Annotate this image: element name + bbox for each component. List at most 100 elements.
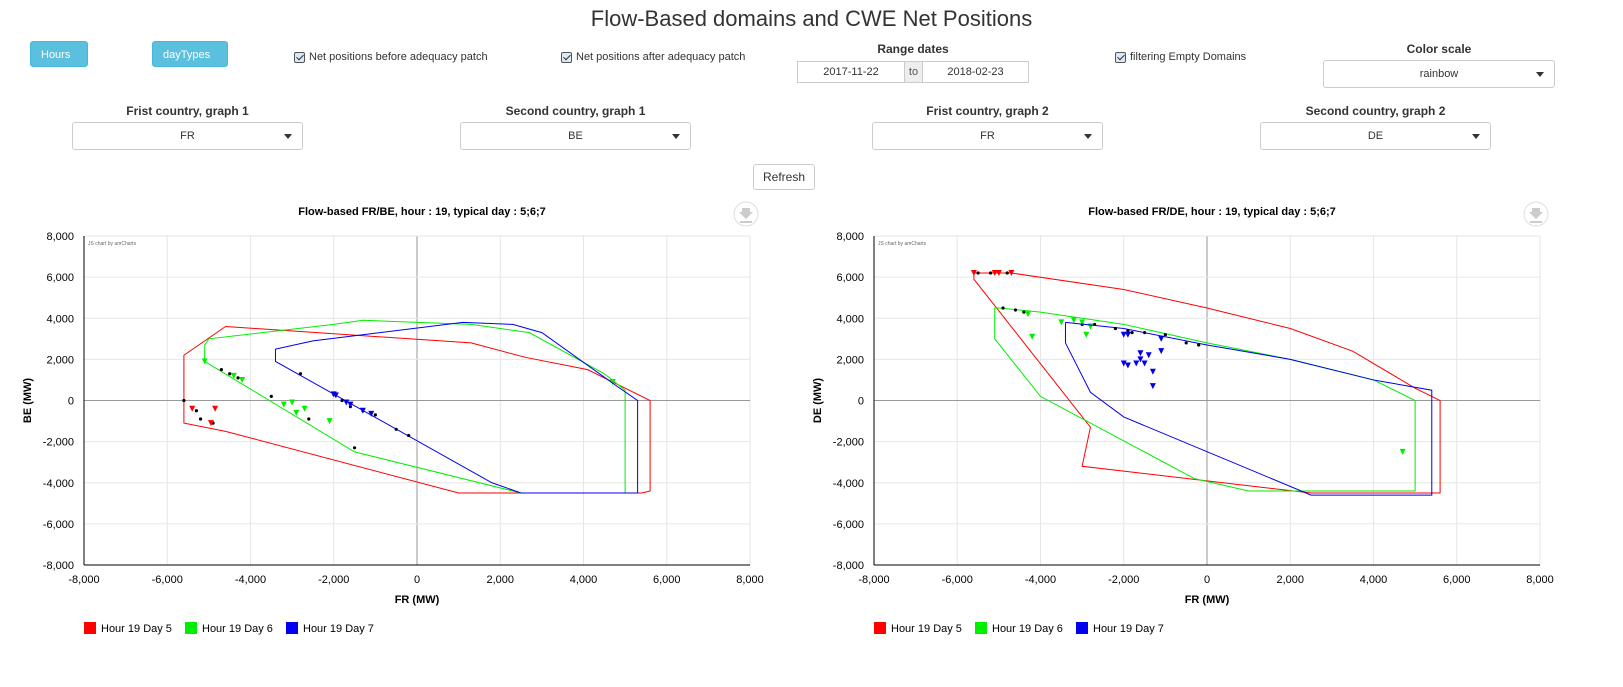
hours-button-label: Hours <box>41 49 71 61</box>
country2-graph1-label: Second country, graph 1 <box>505 104 646 118</box>
y-tick-label: 8,000 <box>46 231 74 243</box>
data-point <box>1022 310 1026 314</box>
legend-item[interactable]: Hour 19 Day 6 <box>975 622 1063 635</box>
data-point <box>307 417 311 421</box>
y-tick-label: -6,000 <box>833 519 864 531</box>
y-tick-label: -4,000 <box>833 478 864 490</box>
chevron-down-icon <box>44 79 50 84</box>
net-position-marker <box>293 409 300 416</box>
net-position-marker <box>280 401 287 408</box>
net-position-marker <box>332 392 339 399</box>
hours-dropdown-button[interactable]: Hours <box>30 41 88 84</box>
net-before-checkbox[interactable]: Net positions before adequacy patch <box>294 51 488 63</box>
data-point <box>373 413 377 417</box>
filter-empty-label: filtering Empty Domains <box>1130 51 1247 63</box>
data-point <box>182 398 186 403</box>
net-position-marker <box>1120 360 1127 367</box>
date-separator: to <box>905 61 922 83</box>
legend-item[interactable]: Hour 19 Day 7 <box>286 622 374 635</box>
daytypes-button-label: dayTypes <box>163 49 211 61</box>
country1-graph2-select[interactable]: FR <box>872 122 1103 150</box>
net-position-marker <box>343 399 350 406</box>
country2-graph2-select[interactable]: DE <box>1260 122 1491 150</box>
chevron-down-icon <box>1536 72 1544 77</box>
color-scale-select[interactable]: rainbow <box>1323 60 1555 88</box>
data-point <box>1001 306 1005 310</box>
net-position-marker <box>995 270 1002 277</box>
net-position-marker <box>609 378 616 385</box>
x-tick-label: 6,000 <box>653 574 681 586</box>
net-position-marker <box>301 405 308 412</box>
net-position-marker <box>359 407 366 414</box>
net-after-label: Net positions after adequacy patch <box>576 51 746 63</box>
chart-title: Flow-based FR/DE, hour : 19, typical day… <box>1088 206 1336 218</box>
net-position-marker <box>1124 362 1131 369</box>
checkbox-checked-icon[interactable] <box>561 51 572 63</box>
legend-item[interactable]: Hour 19 Day 5 <box>84 622 172 635</box>
x-tick-label: 0 <box>1204 574 1210 586</box>
chevron-down-icon <box>1084 134 1092 139</box>
net-position-marker <box>1070 317 1077 324</box>
legend-item[interactable]: Hour 19 Day 5 <box>874 622 962 635</box>
net-position-marker <box>201 358 208 365</box>
country1-graph2-value: FR <box>980 130 995 142</box>
checkbox-checked-icon[interactable] <box>1115 51 1126 63</box>
net-position-marker <box>1399 448 1406 455</box>
domain-line-6 <box>994 307 1416 492</box>
x-tick-label: -8,000 <box>858 574 889 586</box>
data-point <box>407 433 411 438</box>
x-tick-label: 6,000 <box>1443 574 1471 586</box>
net-position-marker <box>239 376 246 383</box>
net-after-checkbox[interactable]: Net positions after adequacy patch <box>561 51 745 63</box>
y-tick-label: 4,000 <box>836 313 864 325</box>
y-tick-label: -2,000 <box>833 437 864 449</box>
net-position-marker <box>368 410 375 417</box>
legend-label: Hour 19 Day 6 <box>992 623 1063 635</box>
x-tick-label: -8,000 <box>68 574 99 586</box>
data-point <box>1197 343 1201 347</box>
date-to-input[interactable]: 2018-02-23 <box>922 61 1029 83</box>
x-tick-label: -4,000 <box>235 574 266 586</box>
chart-title: Flow-based FR/BE, hour : 19, typical day… <box>298 206 546 218</box>
download-icon[interactable] <box>733 201 759 227</box>
legend-item[interactable]: Hour 19 Day 7 <box>1076 622 1164 635</box>
filter-empty-checkbox[interactable]: filtering Empty Domains <box>1115 51 1246 63</box>
data-point <box>1163 333 1167 337</box>
download-icon[interactable] <box>1523 201 1549 227</box>
legend-swatch <box>975 622 987 634</box>
legend-label: Hour 19 Day 6 <box>202 623 273 635</box>
legend-swatch <box>84 622 96 634</box>
data-point <box>1130 331 1134 335</box>
legend-swatch <box>286 622 298 634</box>
date-from-input[interactable]: 2017-11-22 <box>797 61 905 83</box>
legend-label: Hour 19 Day 5 <box>891 623 962 635</box>
daytypes-dropdown-button[interactable]: dayTypes <box>152 41 228 84</box>
download-arrow <box>1529 208 1543 223</box>
country2-graph1-value: BE <box>568 130 583 142</box>
data-point <box>1142 331 1147 335</box>
data-point <box>1184 341 1188 345</box>
data-point <box>219 368 223 372</box>
data-point <box>1005 271 1009 275</box>
x-tick-label: 4,000 <box>1360 574 1388 586</box>
net-position-marker <box>1141 360 1148 367</box>
x-tick-label: 4,000 <box>570 574 598 586</box>
range-dates-label: Range dates <box>877 42 949 56</box>
net-position-marker <box>1124 331 1131 338</box>
chevron-down-icon <box>1472 134 1480 139</box>
data-point <box>1113 326 1118 331</box>
checkbox-checked-icon[interactable] <box>294 51 305 63</box>
x-tick-label: 2,000 <box>486 574 514 586</box>
net-position-marker <box>347 401 354 408</box>
legend-swatch <box>1076 622 1088 634</box>
legend-item[interactable]: Hour 19 Day 6 <box>185 622 273 635</box>
refresh-button[interactable]: Refresh <box>753 164 816 190</box>
net-position-marker <box>1008 270 1015 277</box>
net-position-marker <box>1029 333 1036 340</box>
y-tick-label: -6,000 <box>43 519 74 531</box>
country1-graph1-select[interactable]: FR <box>72 122 303 150</box>
country2-graph1-select[interactable]: BE <box>460 122 691 150</box>
y-tick-label: 4,000 <box>46 313 74 325</box>
data-point <box>1126 328 1130 333</box>
chevron-down-icon <box>166 79 172 84</box>
